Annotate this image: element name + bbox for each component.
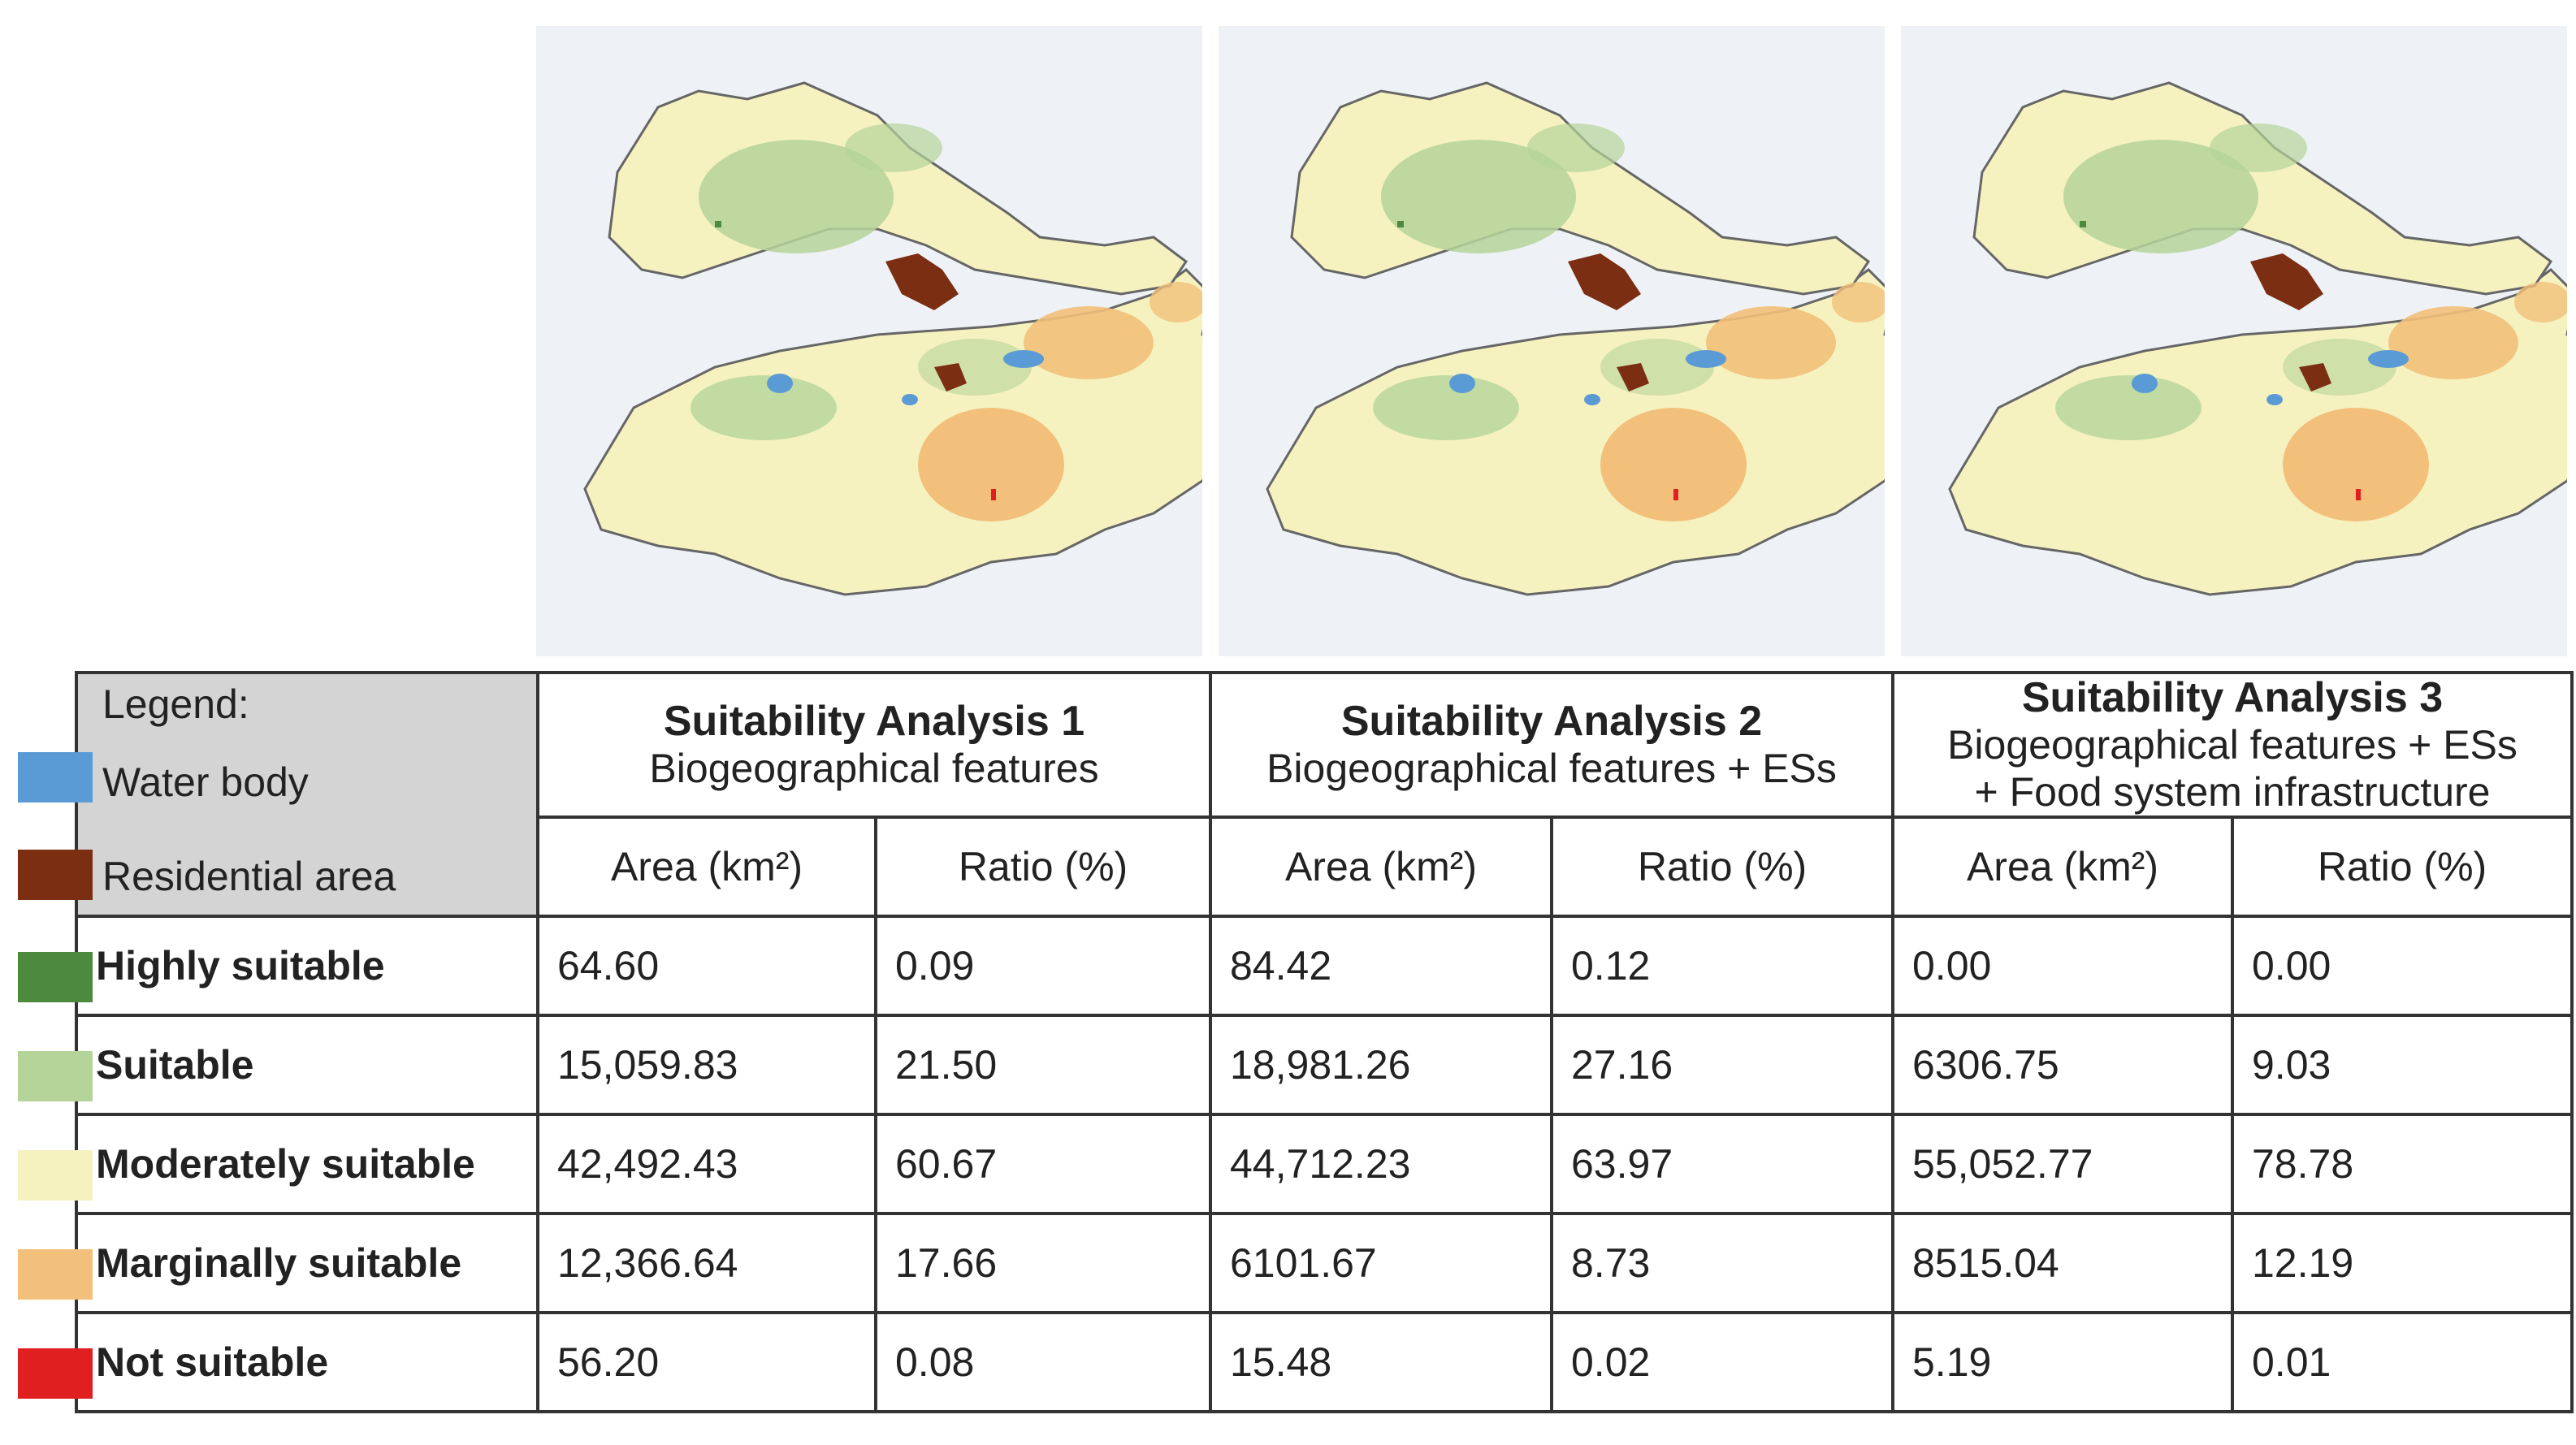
table-cell: 0.00 xyxy=(1891,915,2234,1017)
class-label-not-suitable: Not suitable xyxy=(75,1311,539,1413)
marginally-suitable-swatch xyxy=(18,1249,93,1300)
table-cell: 0.08 xyxy=(874,1311,1212,1413)
class-label-marginally-suitable: Marginally suitable xyxy=(75,1212,539,1314)
table-cell: 60.67 xyxy=(874,1113,1212,1215)
table-cell: 15.48 xyxy=(1209,1311,1553,1413)
table-row: Marginally suitable 12,366.64 17.66 6101… xyxy=(75,1212,2574,1314)
table-cell: 78.78 xyxy=(2231,1113,2574,1215)
legend-residential-area: Residential area xyxy=(102,854,396,899)
table-cell: 8.73 xyxy=(1550,1212,1894,1314)
area-header-2: Area (km²) xyxy=(1209,816,1553,918)
legend-title: Legend: xyxy=(102,681,249,727)
table-cell: 0.01 xyxy=(2231,1311,2574,1413)
not-suitable-swatch xyxy=(18,1348,93,1399)
analysis-3-subtitle-line2: + Food system infrastructure xyxy=(1974,769,2491,815)
table-cell: 8515.04 xyxy=(1891,1212,2234,1314)
table-cell: 63.97 xyxy=(1550,1113,1894,1215)
class-label-moderately-suitable: Moderately suitable xyxy=(75,1113,539,1215)
analysis-1-subtitle: Biogeographical features xyxy=(649,746,1099,791)
table-cell: 12,366.64 xyxy=(536,1212,877,1314)
table-cell: 44,712.23 xyxy=(1209,1113,1553,1215)
area-header-1: Area (km²) xyxy=(536,816,877,918)
table-cell: 0.00 xyxy=(2231,915,2574,1017)
table-cell: 6306.75 xyxy=(1891,1014,2234,1116)
table-row: Not suitable 56.20 0.08 15.48 0.02 5.19 … xyxy=(75,1311,2574,1413)
table-cell: 17.66 xyxy=(874,1212,1212,1314)
table-cell: 0.12 xyxy=(1550,915,1894,1017)
analysis-1-title: Suitability Analysis 1 xyxy=(663,698,1085,745)
legend-cell: Legend: Water body Residential area xyxy=(75,671,539,918)
table-cell: 18,981.26 xyxy=(1209,1014,1553,1116)
ratio-header-1: Ratio (%) xyxy=(874,816,1212,918)
analysis-3-title: Suitability Analysis 3 xyxy=(2021,674,2444,721)
ratio-header-2: Ratio (%) xyxy=(1550,816,1894,918)
suitability-map-1 xyxy=(583,81,1202,596)
residential-area-swatch xyxy=(18,850,93,900)
area-header-3: Area (km²) xyxy=(1891,816,2234,918)
table-row: Highly suitable 64.60 0.09 84.42 0.12 0.… xyxy=(75,915,2574,1017)
table-cell: 42,492.43 xyxy=(536,1113,877,1215)
highly-suitable-swatch xyxy=(18,952,93,1002)
table-cell: 5.19 xyxy=(1891,1311,2234,1413)
ratio-header-3: Ratio (%) xyxy=(2231,816,2574,918)
legend-water-body: Water body xyxy=(102,759,309,805)
map-panel-2 xyxy=(1219,26,1885,656)
class-label-highly-suitable: Highly suitable xyxy=(75,915,539,1017)
table-cell: 12.19 xyxy=(2231,1212,2574,1314)
table-cell: 15,059.83 xyxy=(536,1014,877,1116)
table-cell: 0.02 xyxy=(1550,1311,1894,1413)
results-table: Legend: Water body Residential area Suit… xyxy=(75,671,2574,1413)
analysis-2-header: Suitability Analysis 2 Biogeographical f… xyxy=(1209,671,1894,819)
map-panel-1 xyxy=(536,26,1202,656)
table-cell: 55,052.77 xyxy=(1891,1113,2234,1215)
table-cell: 0.09 xyxy=(874,915,1212,1017)
table-cell: 64.60 xyxy=(536,915,877,1017)
table-row: Suitable 15,059.83 21.50 18,981.26 27.16… xyxy=(75,1014,2574,1116)
analysis-2-title: Suitability Analysis 2 xyxy=(1340,698,1763,745)
analysis-2-subtitle: Biogeographical features + ESs xyxy=(1266,746,1837,791)
table-cell: 6101.67 xyxy=(1209,1212,1553,1314)
suitability-map-3 xyxy=(1948,81,2567,596)
suitability-map-2 xyxy=(1266,81,1885,596)
class-label-suitable: Suitable xyxy=(75,1014,539,1116)
table-cell: 21.50 xyxy=(874,1014,1212,1116)
analysis-1-header: Suitability Analysis 1 Biogeographical f… xyxy=(536,671,1212,819)
table-cell: 9.03 xyxy=(2231,1014,2574,1116)
moderately-suitable-swatch xyxy=(18,1150,93,1201)
table-row: Moderately suitable 42,492.43 60.67 44,7… xyxy=(75,1113,2574,1215)
map-panel-3 xyxy=(1901,26,2567,656)
table-cell: 84.42 xyxy=(1209,915,1553,1017)
suitable-swatch xyxy=(18,1051,93,1101)
water-body-swatch xyxy=(18,752,93,803)
table-cell: 27.16 xyxy=(1550,1014,1894,1116)
analysis-3-subtitle: Biogeographical features + ESs xyxy=(1947,722,2518,768)
analysis-3-header: Suitability Analysis 3 Biogeographical f… xyxy=(1891,671,2574,819)
table-cell: 56.20 xyxy=(536,1311,877,1413)
